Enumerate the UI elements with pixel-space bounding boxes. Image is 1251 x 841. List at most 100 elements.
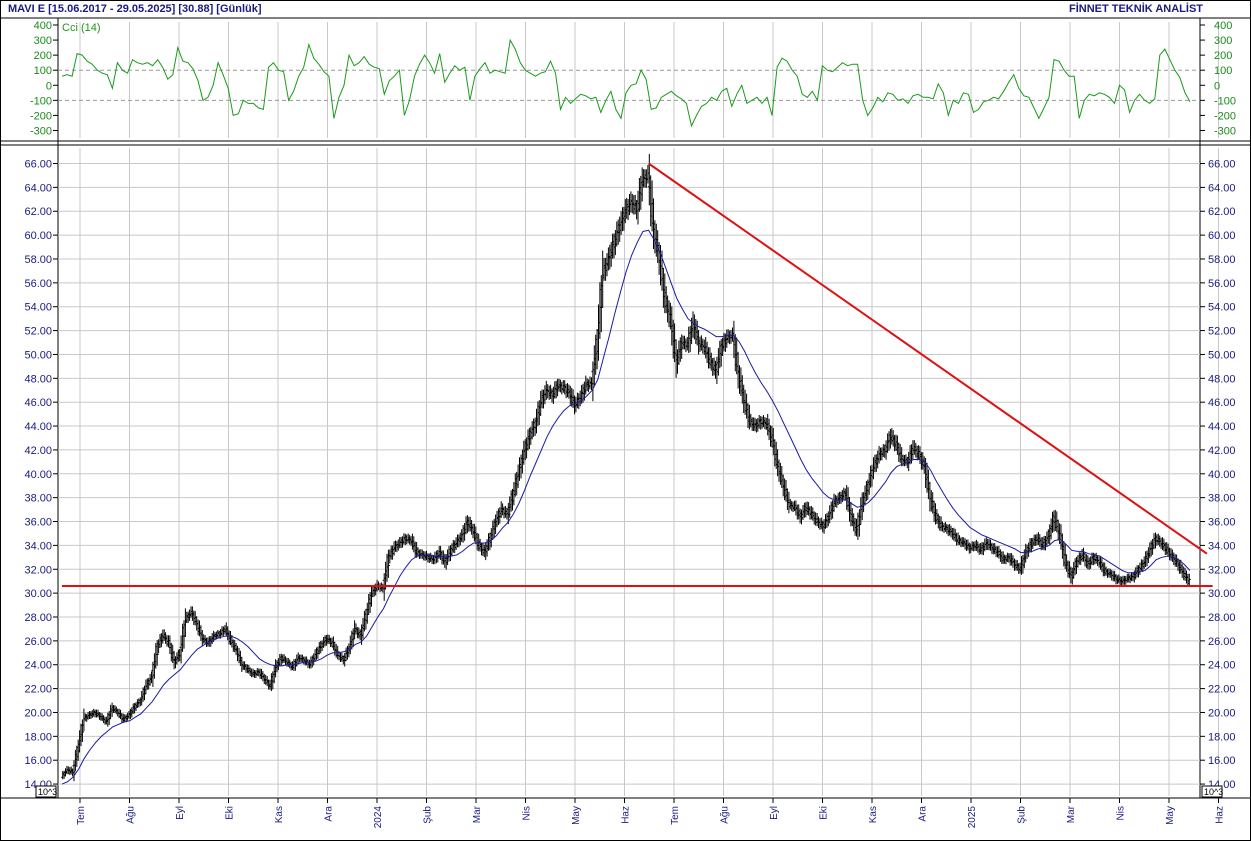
price-tick-label-right: 64.00 [1208,182,1236,194]
chart-header-title: MAVI E [15.06.2017 - 29.05.2025] [30.88]… [8,3,262,15]
price-tick-label-right: 18.00 [1208,731,1236,743]
price-tick-label-left: 46.00 [24,397,52,409]
cci-tick-label-right: 0 [1214,80,1220,92]
scale-label-left: 10^3 [38,787,57,797]
price-tick-label-right: 56.00 [1208,278,1236,290]
cci-tick-label-right: 300 [1214,35,1232,47]
cci-tick-label-left: 400 [34,20,52,32]
price-tick-label-right: 62.00 [1208,206,1236,218]
price-tick-label-left: 52.00 [24,326,52,338]
price-tick-label-left: 64.00 [24,182,52,194]
x-tick-label: Eyl [769,806,780,820]
price-panel [61,153,1213,785]
x-tick-label: Eki [225,806,236,820]
x-tick-label: Nis [522,806,533,820]
price-tick-label-left: 32.00 [24,564,52,576]
price-tick-label-right: 26.00 [1208,636,1236,648]
cci-tick-label-left: 100 [34,65,52,77]
cci-tick-label-right: 200 [1214,50,1232,62]
price-tick-label-right: 24.00 [1208,660,1236,672]
cci-panel: Cci (14) [61,22,1191,128]
price-tick-label-left: 36.00 [24,517,52,529]
x-tick-label: Şub [1017,806,1028,824]
cci-tick-label-right: 100 [1214,65,1232,77]
price-tick-label-left: 16.00 [24,755,52,767]
price-tick-label-right: 46.00 [1208,397,1236,409]
price-tick-label-left: 40.00 [24,469,52,481]
x-tick-label: Eyl [175,806,186,820]
moving-average-line [61,229,1191,785]
cci-tick-label-left: 200 [34,50,52,62]
price-tick-label-right: 34.00 [1208,540,1236,552]
price-tick-label-left: 60.00 [24,230,52,242]
chart-header-brand: FİNNET TEKNİK ANALİST [1068,3,1203,15]
price-tick-label-left: 18.00 [24,731,52,743]
price-tick-label-left: 50.00 [24,349,52,361]
x-tick-label: 2024 [373,806,384,829]
price-tick-label-left: 42.00 [24,445,52,457]
x-tick-label: Şub [423,806,434,824]
axes-layer: Tem Ağu Eyl Eki Kas Ara 2024 Şub Mar Nis May Haz Tem… [24,20,1236,828]
x-tick-label: Mar [1066,805,1077,823]
price-tick-label-right: 48.00 [1208,373,1236,385]
price-tick-label-right: 32.00 [1208,564,1236,576]
cci-tick-label-left: -200 [30,110,52,122]
price-tick-label-right: 42.00 [1208,445,1236,457]
price-tick-label-right: 22.00 [1208,684,1236,696]
cci-tick-label-right: -100 [1214,95,1236,107]
grid-layer [58,22,1219,796]
x-tick-label: Kas [868,806,879,823]
x-tick-label: Nis [1116,806,1127,820]
x-tick-label: Tem [670,806,681,825]
price-tick-label-left: 34.00 [24,540,52,552]
x-tick-label: Eki [819,806,830,820]
x-tick-label: Ağu [126,806,137,824]
price-tick-label-right: 30.00 [1208,588,1236,600]
descending-trendline [648,162,1208,555]
x-tick-label: Tem [76,806,87,825]
x-tick-label: May [571,806,582,825]
x-tick-label: Ara [324,806,335,822]
cci-series-line [61,38,1191,128]
x-tick-label: Haz [1215,806,1226,824]
price-tick-label-left: 62.00 [24,206,52,218]
x-tick-label: Haz [621,806,632,824]
price-tick-label-right: 40.00 [1208,469,1236,481]
price-tick-label-left: 24.00 [24,660,52,672]
scale-label-right-box [1201,785,1223,798]
price-tick-label-left: 28.00 [24,612,52,624]
price-tick-label-left: 56.00 [24,278,52,290]
x-tick-label: May [1165,806,1176,825]
price-tick-label-left: 30.00 [24,588,52,600]
price-tick-label-left: 26.00 [24,636,52,648]
cci-tick-label-right: -300 [1214,125,1236,137]
x-tick-label: Ağu [720,806,731,824]
cci-tick-label-left: 0 [46,80,52,92]
price-tick-label-left: 38.00 [24,493,52,505]
price-tick-label-right: 52.00 [1208,326,1236,338]
price-tick-label-right: 28.00 [1208,612,1236,624]
cci-tick-label-left: -100 [30,95,52,107]
price-tick-label-right: 58.00 [1208,254,1236,266]
x-tick-label: Kas [274,806,285,823]
price-tick-label-left: 44.00 [24,421,52,433]
price-tick-label-right: 36.00 [1208,517,1236,529]
price-tick-label-left: 48.00 [24,373,52,385]
x-tick-label: 2025 [967,806,978,829]
price-tick-label-left: 66.00 [24,159,52,171]
scale-label-right: 10^3 [1204,787,1223,797]
cci-tick-label-left: -300 [30,125,52,137]
price-tick-label-left: 58.00 [24,254,52,266]
x-tick-label: Mar [472,805,483,823]
price-tick-label-right: 16.00 [1208,755,1236,767]
price-tick-label-right: 60.00 [1208,230,1236,242]
price-tick-label-left: 54.00 [24,302,52,314]
cci-tick-label-left: 300 [34,35,52,47]
price-tick-label-right: 50.00 [1208,349,1236,361]
price-tick-label-right: 66.00 [1208,159,1236,171]
price-tick-label-right: 38.00 [1208,493,1236,505]
price-tick-label-left: 20.00 [24,707,52,719]
x-tick-label: Ara [918,806,929,822]
